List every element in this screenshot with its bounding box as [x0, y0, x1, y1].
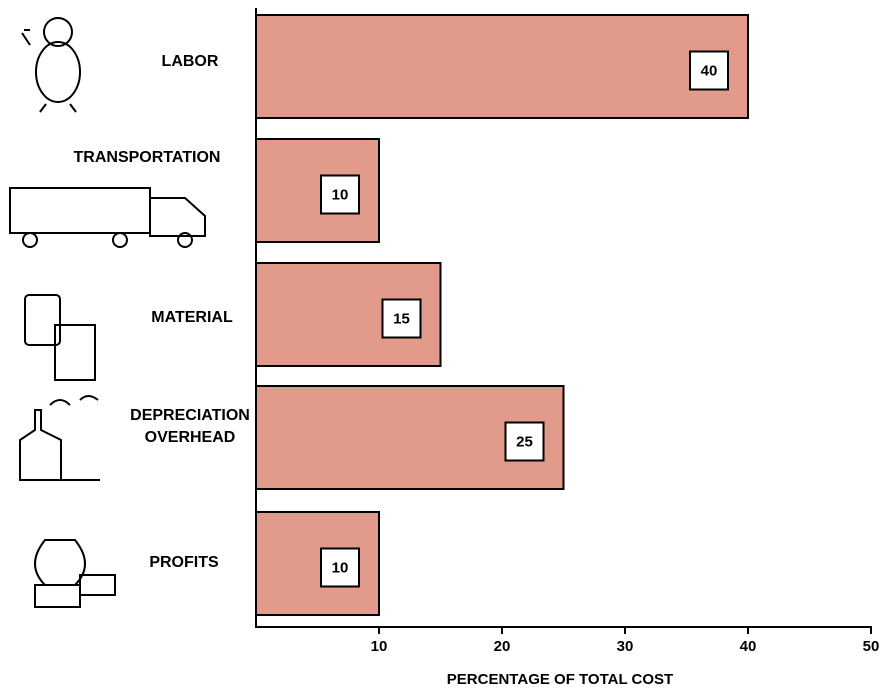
icon-wheel	[177, 232, 193, 248]
icon-can	[24, 294, 61, 346]
value-box	[504, 421, 545, 462]
icon-factory	[19, 409, 100, 481]
icon-wheel	[112, 232, 128, 248]
value-label: 15	[393, 310, 410, 327]
value-box	[320, 547, 360, 588]
icon-truck-cab	[149, 197, 206, 237]
value-label: 25	[516, 433, 533, 450]
icon-smoke	[49, 395, 99, 406]
category-label: DEPRECIATION OVERHEAD	[130, 407, 250, 446]
icon-worker-head	[43, 17, 73, 47]
bar	[255, 138, 380, 243]
x-axis-label: PERCENTAGE OF TOTAL COST	[447, 671, 673, 688]
icon-bills	[79, 574, 116, 596]
icon-money-bag	[34, 539, 86, 586]
icon-truck-trailer	[9, 187, 151, 234]
value-box	[320, 174, 360, 215]
icons	[9, 17, 206, 608]
x-tick-label: 30	[617, 638, 634, 655]
icon-worker	[35, 41, 81, 103]
value-label: 40	[701, 62, 718, 79]
category-label: TRANSPORTATION	[73, 149, 221, 166]
x-tick-label: 40	[740, 638, 757, 655]
icon-worker-limbs	[21, 29, 77, 113]
value-box	[689, 50, 729, 91]
x-tick-label: 20	[494, 638, 511, 655]
x-tick-label: 10	[371, 638, 388, 655]
icon-wheel	[22, 232, 38, 248]
value-label: 10	[332, 186, 349, 203]
category-label: LABOR	[161, 53, 219, 70]
category-label: MATERIAL	[151, 309, 233, 326]
value-box	[381, 298, 422, 339]
icon-box	[54, 324, 96, 381]
icon-bills	[34, 584, 81, 608]
bar	[255, 511, 380, 616]
category-label: PROFITS	[149, 554, 219, 571]
bar	[255, 14, 749, 119]
x-tick-label: 50	[863, 638, 880, 655]
value-label: 10	[332, 559, 349, 576]
